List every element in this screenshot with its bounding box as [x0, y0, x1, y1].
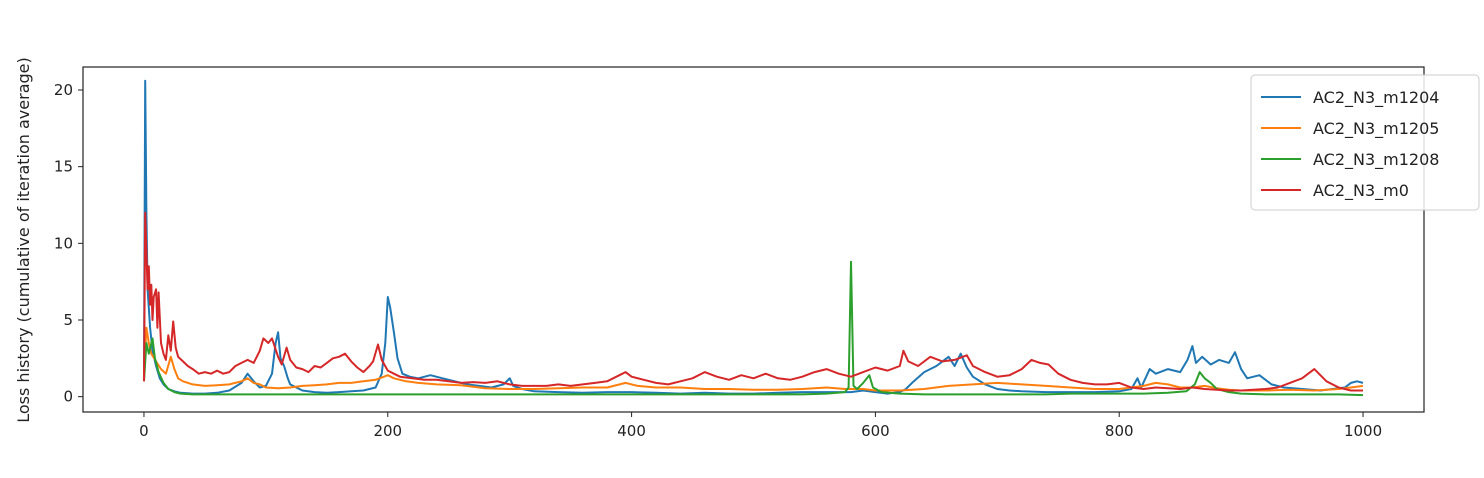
x-tick-label: 400 — [617, 422, 646, 440]
series-layer — [143, 79, 1364, 397]
y-tick-label: 5 — [63, 311, 73, 329]
axes-frame — [82, 66, 1425, 413]
ticks-layer: 0 200 400 600 800 1000 0 5 10 15 20 — [54, 81, 1382, 440]
legend: AC2_N3_m1204 AC2_N3_m1205 AC2_N3_m1208 AC2_… — [1250, 74, 1480, 211]
y-tick-label: 10 — [54, 234, 73, 252]
x-tick-label: 800 — [1105, 422, 1134, 440]
legend-label-AC2_N3_m1204: AC2_N3_m1204 — [1313, 88, 1439, 108]
y-tick-label: 15 — [54, 158, 73, 176]
legend-box — [1250, 74, 1480, 211]
y-tick-label: 20 — [54, 81, 73, 99]
x-tick-label: 200 — [373, 422, 402, 440]
series-line-AC2_N3_m1208 — [143, 260, 1364, 397]
x-tick-label: 1000 — [1344, 422, 1382, 440]
x-tick-label: 600 — [861, 422, 890, 440]
x-tick-label: 0 — [139, 422, 149, 440]
series-line-AC2_N3_m1205 — [143, 326, 1364, 392]
legend-label-AC2_N3_m0: AC2_N3_m0 — [1313, 181, 1409, 201]
legend-label-AC2_N3_m1205: AC2_N3_m1205 — [1313, 119, 1439, 139]
series-line-AC2_N3_m0 — [143, 211, 1363, 392]
y-tick-label: 0 — [63, 388, 73, 406]
legend-label-AC2_N3_m1208: AC2_N3_m1208 — [1313, 150, 1439, 170]
y-axis-label: Loss history (cumulative of iteration av… — [14, 57, 33, 423]
